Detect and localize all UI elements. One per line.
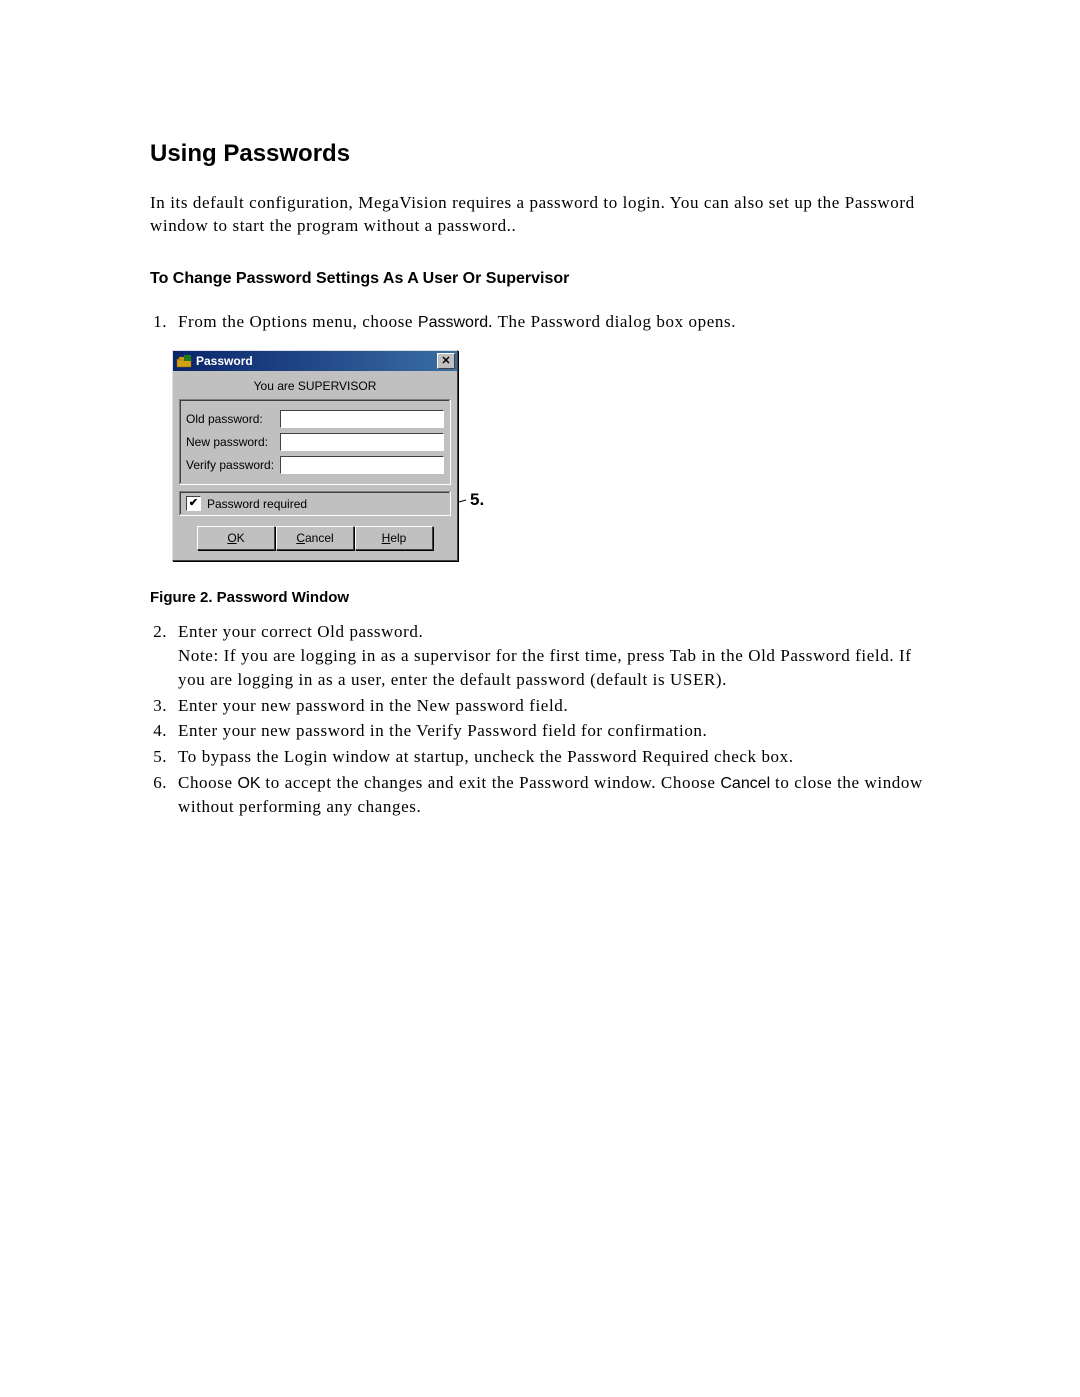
check-icon: ✔ [189,498,198,509]
old-password-row: Old password: [186,410,444,428]
intro-paragraph: In its default configuration, MegaVision… [150,192,930,238]
password-required-row: ✔ Password required [179,491,451,516]
verify-password-row: Verify password: [186,456,444,474]
help-rest: elp [390,531,406,545]
verify-password-input[interactable] [280,456,444,474]
step-6: Choose OK to accept the changes and exit… [172,771,930,819]
figure-caption: Figure 2. Password Window [150,589,930,606]
close-icon: ✕ [441,356,450,367]
cancel-button[interactable]: Cancel [276,526,354,550]
ok-underline: O [227,531,236,545]
step-2-note: Note: If you are logging in as a supervi… [178,646,912,689]
step-5: To bypass the Login window at startup, u… [172,745,930,769]
callout-label: 5. [470,490,484,510]
cancel-rest: ancel [305,531,334,545]
new-password-row: New password: [186,433,444,451]
step-6-prefix: Choose [178,773,237,792]
button-row: OK Cancel Help [173,522,457,560]
password-dialog-figure: Password ✕ You are SUPERVISOR Old passwo… [172,350,612,561]
verify-password-label: Verify password: [186,458,280,472]
document-page: Using Passwords In its default configura… [0,0,1080,819]
close-button[interactable]: ✕ [437,353,455,369]
new-password-input[interactable] [280,433,444,451]
step-6-mid: to accept the changes and exit the Passw… [261,773,721,792]
password-required-label: Password required [207,497,307,511]
step-1-suffix: . The Password dialog box opens. [488,312,736,331]
steps-list: From the Options menu, choose Password. … [172,310,930,334]
ok-button[interactable]: OK [197,526,275,550]
step-2-line1: Enter your correct Old password. [178,622,423,641]
ok-rest: K [237,531,245,545]
old-password-input[interactable] [280,410,444,428]
step-3: Enter your new password in the New passw… [172,694,930,718]
new-password-label: New password: [186,435,280,449]
dialog-title: Password [196,354,437,368]
step-1: From the Options menu, choose Password. … [172,310,930,334]
password-required-checkbox[interactable]: ✔ [186,496,201,511]
page-title: Using Passwords [150,140,930,168]
step-4: Enter your new password in the Verify Pa… [172,719,930,743]
step-1-prefix: From the Options menu, choose [178,312,418,331]
password-fields-group: Old password: New password: Verify passw… [179,399,451,485]
app-icon [176,353,192,369]
steps-list-continued: Enter your correct Old password. Note: I… [172,620,930,819]
help-button[interactable]: Help [355,526,433,550]
section-heading: To Change Password Settings As A User Or… [150,270,930,288]
step-2: Enter your correct Old password. Note: I… [172,620,930,691]
step-6-ok: OK [237,775,260,792]
password-dialog: Password ✕ You are SUPERVISOR Old passwo… [172,350,458,561]
cancel-underline: C [296,531,305,545]
step-6-cancel: Cancel [720,775,770,792]
titlebar: Password ✕ [173,351,457,371]
status-text: You are SUPERVISOR [173,371,457,399]
old-password-label: Old password: [186,412,280,426]
step-1-keyword: Password [418,314,488,331]
